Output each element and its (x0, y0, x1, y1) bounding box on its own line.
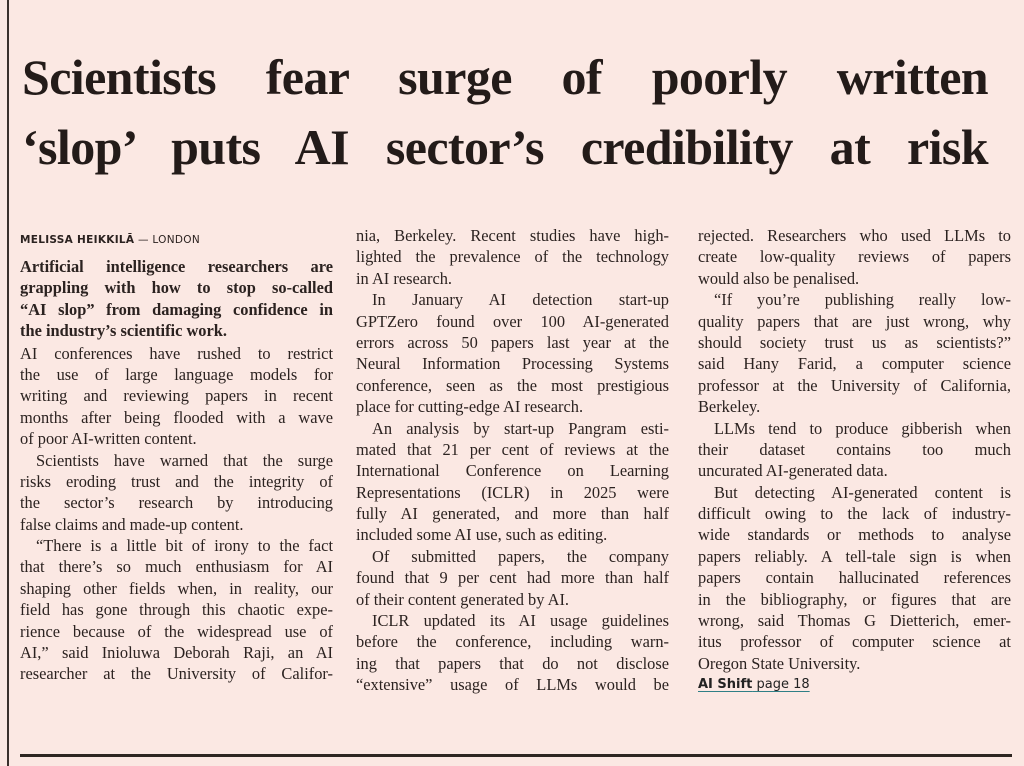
text-line: said Hany Farid, a computer science (698, 354, 1011, 374)
text-line: AI,” said Inioluwa Deborah Raji, an AI (20, 643, 333, 663)
text-line: ing that papers that do not disclose (356, 653, 669, 673)
text-line: months after being flooded with a wave (20, 407, 333, 427)
paragraph: An analysis by start-up Pangram esti-mat… (356, 418, 669, 546)
text-line: ICLR updated its AI usage guidelines (372, 611, 669, 631)
text-line: Berkeley. (698, 397, 761, 417)
text-line: “If you’re publishing really low- (714, 290, 1011, 310)
bottom-rule (20, 754, 1012, 757)
text-line: But detecting AI-generated content is (714, 482, 1011, 502)
text-line: in AI research. (356, 268, 453, 288)
text-line: place for cutting-edge AI research. (356, 397, 584, 417)
text-line: Scientists have warned that the surge (36, 450, 333, 470)
text-line: shaping other fields when, in reality, o… (20, 578, 333, 598)
article-column-2: nia, Berkeley. Recent studies have high-… (356, 225, 669, 696)
text-line: difficult owing to the lack of industry- (698, 504, 1011, 524)
text-line: “AI slop” from damaging confidence in (20, 299, 333, 319)
text-line: the use of large language models for (20, 364, 333, 384)
text-line: fully AI generated, and more than half (356, 504, 669, 524)
byline-author: MELISSA HEIKKILĀ (20, 234, 135, 246)
paragraph: Scientists have warned that the surge ris… (20, 450, 333, 536)
article-column-1: MELISSA HEIKKILĀ — LONDON Artificial int… (20, 230, 333, 685)
headline: Scientists fear surge of poorly written … (22, 42, 989, 182)
text-line: grappling with how to stop so-called (20, 278, 333, 298)
column-rule-left (7, 0, 9, 766)
text-line: the industry’s scientific work. (20, 321, 227, 341)
byline-separator: — (134, 234, 153, 246)
text-line: false claims and made-up content. (20, 514, 244, 534)
text-line: An analysis by start-up Pangram esti- (372, 418, 669, 438)
lead-paragraph: Artificial intelligence researchers are g… (20, 256, 333, 342)
text-line: In January AI detection start-up (372, 290, 669, 310)
text-line: “extensive” usage of LLMs would be (356, 675, 669, 695)
text-line: writing and reviewing papers in recent (20, 386, 333, 406)
text-line: nia, Berkeley. Recent studies have high- (356, 226, 669, 245)
byline: MELISSA HEIKKILĀ — LONDON (20, 230, 333, 256)
text-line: itus professor of computer science at (698, 632, 1011, 652)
byline-location: LONDON (152, 234, 201, 246)
text-line: found that 9 per cent had more than half (356, 568, 669, 588)
text-line: rience because of the widespread use of (20, 621, 333, 641)
paragraph: LLMs tend to produce gibberish when their… (698, 418, 1011, 482)
text-line: quality papers that are just wrong, why (698, 311, 1011, 331)
text-line: International Conference on Learning (356, 461, 669, 481)
text-line: Of submitted papers, the company (372, 546, 669, 566)
text-line: wide standards or methods to analyse (698, 525, 1011, 545)
paragraph: “If you’re publishing really low-quality… (698, 289, 1011, 417)
text-line: uncurated AI-generated data. (698, 461, 888, 481)
text-line: that there’s so much enthusiasm for AI (20, 557, 333, 577)
text-line: risks eroding trust and the integrity of (20, 471, 333, 491)
text-line: papers reliably. A tell-tale sign is whe… (698, 546, 1011, 566)
headline-line-2: ‘slop’ puts AI sector’s credibility at r… (22, 119, 989, 175)
text-line: wrong, said Thomas G Dietterich, emer- (698, 611, 1011, 631)
text-line: errors across 50 papers last year at the (356, 332, 669, 352)
text-line: lighted the prevalence of the technology (356, 247, 669, 267)
paragraph: But detecting AI-generated content is dif… (698, 482, 1011, 675)
text-line: before the conference, including warn- (356, 632, 669, 652)
text-line: conference, seen as the most prestigious (356, 375, 669, 395)
text-line: Artificial intelligence researchers are (20, 257, 333, 276)
paragraph: “There is a little bit of irony to the f… (20, 535, 333, 685)
text-line: Representations (ICLR) in 2025 were (356, 482, 669, 502)
headline-line-1: Scientists fear surge of poorly written (22, 49, 989, 105)
text-line: should society trust us as scientists?” (698, 332, 1011, 352)
text-line: rejected. Researchers who used LLMs to (698, 226, 1011, 245)
paragraph: nia, Berkeley. Recent studies have high-… (356, 225, 669, 289)
paragraph: rejected. Researchers who used LLMs to cr… (698, 225, 1011, 289)
paragraph: In January AI detection start-up GPTZero … (356, 289, 669, 417)
text-line: GPTZero found over 100 AI-generated (356, 311, 669, 331)
text-line: “There is a little bit of irony to the f… (36, 536, 333, 556)
text-line: of poor AI-written content. (20, 429, 197, 449)
continuation-link[interactable]: AI Shift page 18 (698, 674, 1011, 695)
text-line: papers contain hallucinated references (698, 568, 1011, 588)
text-line: the sector’s research by introducing (20, 493, 333, 513)
continuation-page: page 18 (756, 677, 810, 693)
text-line: would also be penalised. (698, 268, 860, 288)
text-line: LLMs tend to produce gibberish when (714, 418, 1011, 438)
text-line: mated that 21 per cent of reviews at the (356, 439, 669, 459)
text-line: field has gone through this chaotic expe… (20, 600, 333, 620)
continuation-section: AI Shift (698, 677, 753, 693)
text-line: Oregon State University. (698, 653, 861, 673)
text-line: in the bibliography, or figures that are (698, 589, 1011, 609)
text-line: included some AI use, such as editing. (356, 525, 608, 545)
text-line: Neural Information Processing Systems (356, 354, 669, 374)
text-line: their dataset contains too much (698, 439, 1011, 459)
paragraph: ICLR updated its AI usage guidelines befo… (356, 610, 669, 696)
paragraph: AI conferences have rushed to restrict th… (20, 343, 333, 450)
text-line: of their content generated by AI. (356, 589, 569, 609)
paragraph: Of submitted papers, the company found th… (356, 546, 669, 610)
article-column-3: rejected. Researchers who used LLMs to cr… (698, 225, 1011, 696)
text-line: professor at the University of Californi… (698, 375, 1011, 395)
text-line: create low-quality reviews of papers (698, 247, 1011, 267)
text-line: researcher at the University of Califor- (20, 664, 333, 684)
text-line: AI conferences have rushed to restrict (20, 343, 333, 363)
